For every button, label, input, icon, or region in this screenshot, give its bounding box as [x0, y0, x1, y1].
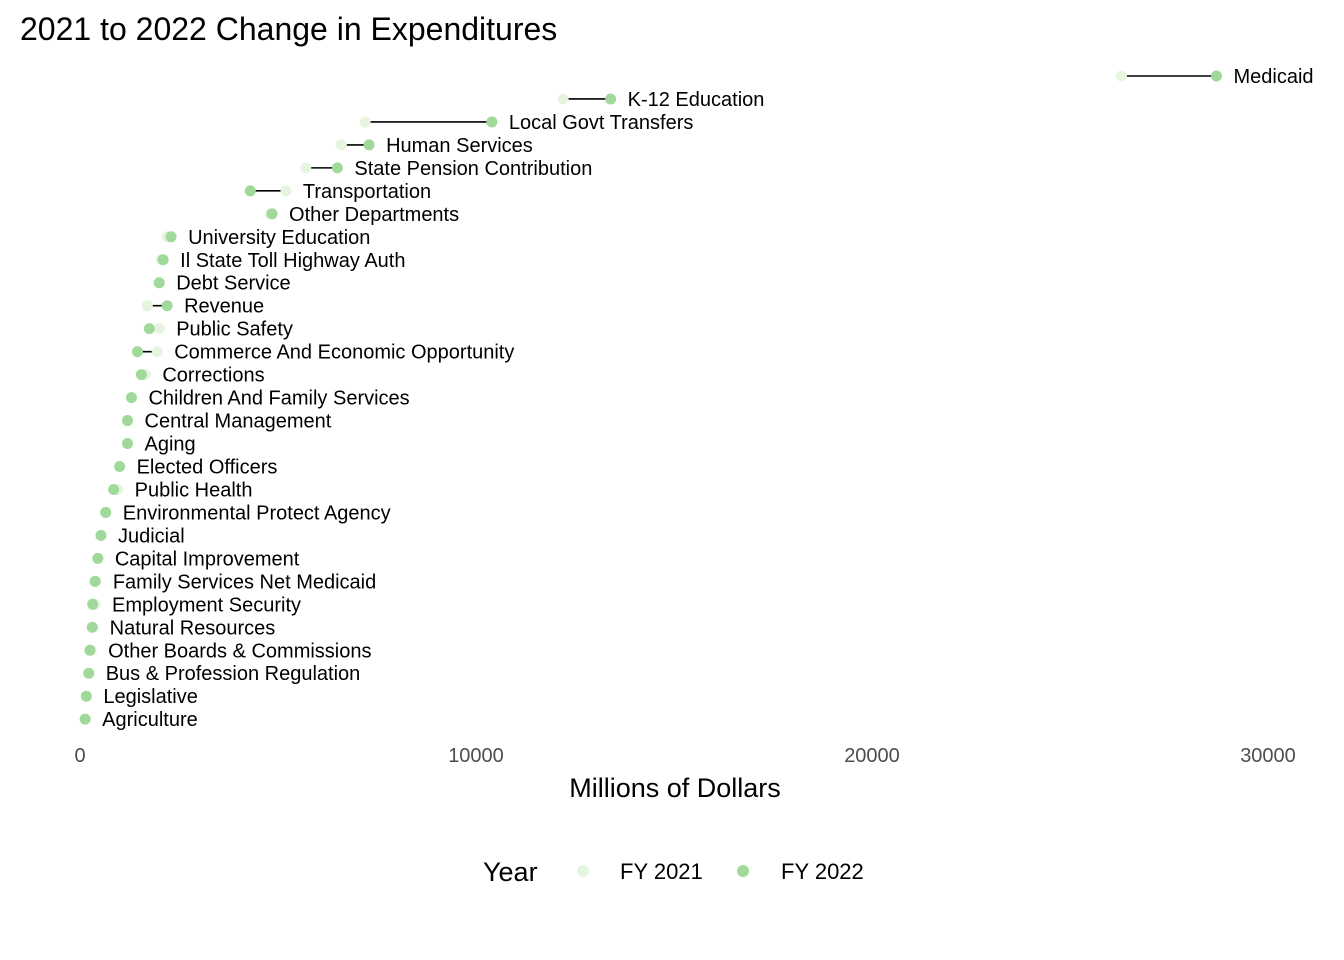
point-fy2021	[141, 300, 153, 312]
point-fy2022	[1211, 70, 1223, 82]
category-label: Public Health	[135, 479, 253, 501]
point-fy2022	[92, 552, 104, 564]
x-tick-label: 30000	[1240, 745, 1296, 767]
point-fy2021	[153, 323, 165, 335]
point-fy2022	[153, 277, 165, 289]
point-fy2022	[84, 644, 96, 656]
category-label: Corrections	[162, 365, 264, 387]
category-label: Judicial	[118, 525, 185, 547]
point-fy2021	[300, 162, 312, 174]
category-label: Capital Improvement	[115, 548, 300, 570]
category-label: Commerce And Economic Opportunity	[174, 342, 514, 364]
legend-key-fy2022	[737, 865, 749, 877]
point-fy2022	[161, 300, 173, 312]
point-fy2022	[122, 415, 134, 427]
point-fy2022	[165, 231, 177, 243]
point-fy2021	[1115, 70, 1127, 82]
x-axis-title: Millions of Dollars	[569, 773, 781, 803]
point-fy2021	[151, 346, 163, 358]
point-fy2022	[331, 162, 343, 174]
point-fy2022	[108, 483, 120, 495]
category-label: Human Services	[386, 135, 533, 157]
x-tick-label: 10000	[448, 745, 504, 767]
x-axis-ticks: 0 10000 20000 30000	[74, 745, 1295, 767]
category-label: Medicaid	[1234, 66, 1314, 88]
point-fy2022	[86, 621, 98, 633]
category-label: Environmental Protect Agency	[123, 502, 391, 524]
chart-title: 2021 to 2022 Change in Expenditures	[20, 11, 557, 47]
point-fy2022	[244, 185, 256, 197]
category-label: State Pension Contribution	[354, 158, 592, 180]
legend-title: Year	[483, 857, 538, 887]
point-fy2022	[83, 667, 95, 679]
point-fy2022	[122, 438, 134, 450]
category-label: Aging	[145, 434, 196, 456]
category-label: Natural Resources	[110, 617, 276, 639]
point-fy2021	[335, 139, 347, 151]
point-fy2021	[280, 185, 292, 197]
point-fy2022	[87, 598, 99, 610]
point-fy2022	[605, 93, 617, 105]
point-fy2022	[125, 392, 137, 404]
category-label: Revenue	[184, 296, 264, 318]
category-label: Il State Toll Highway Auth	[180, 250, 405, 272]
point-fy2021	[359, 116, 371, 128]
point-fy2022	[266, 208, 278, 220]
point-fy2022	[363, 139, 375, 151]
category-label: Local Govt Transfers	[509, 112, 694, 134]
category-label: Employment Security	[112, 594, 301, 616]
category-label: Family Services Net Medicaid	[113, 571, 376, 593]
point-fy2022	[131, 346, 143, 358]
category-label: Other Departments	[289, 204, 459, 226]
point-fy2022	[486, 116, 498, 128]
category-label: Bus & Profession Regulation	[106, 663, 361, 685]
category-label: Transportation	[303, 181, 431, 203]
point-fy2021	[557, 93, 569, 105]
point-fy2022	[80, 690, 92, 702]
category-label: K-12 Education	[628, 89, 765, 111]
point-fy2022	[100, 506, 112, 518]
x-tick-label: 20000	[844, 745, 900, 767]
point-fy2022	[157, 254, 169, 266]
category-label: Children And Family Services	[148, 388, 409, 410]
category-label: Agriculture	[102, 709, 198, 731]
segments-layer	[137, 75, 1217, 353]
category-label: Public Safety	[176, 319, 293, 341]
category-label: Elected Officers	[137, 456, 278, 478]
legend-label: FY 2022	[781, 859, 864, 884]
point-fy2022	[114, 460, 126, 472]
category-label: Debt Service	[176, 273, 291, 295]
x-tick-label: 0	[74, 745, 85, 767]
points-layer	[79, 70, 1223, 725]
point-fy2022	[135, 369, 147, 381]
category-label: University Education	[188, 227, 370, 249]
point-fy2022	[89, 575, 101, 587]
category-label: Legislative	[103, 686, 198, 708]
point-fy2022	[95, 529, 107, 541]
legend-label: FY 2021	[620, 859, 703, 884]
point-fy2022	[79, 713, 91, 725]
legend-key-fy2021	[577, 865, 589, 877]
point-fy2022	[143, 323, 155, 335]
category-label: Other Boards & Commissions	[108, 640, 371, 662]
legend: Year FY 2021 FY 2022	[483, 857, 864, 887]
category-label: Central Management	[145, 411, 332, 433]
